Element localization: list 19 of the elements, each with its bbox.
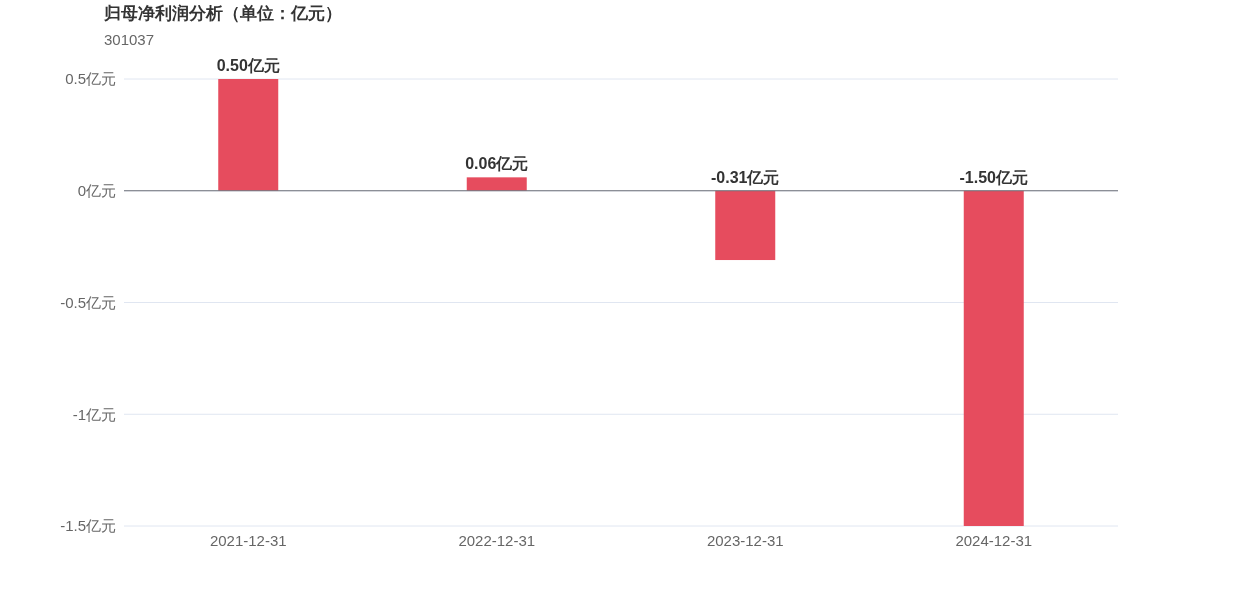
y-tick-label: 0.5亿元 [65,70,116,88]
data-label: 0.50亿元 [216,57,280,74]
x-tick-label: 2022-12-31 [458,532,536,549]
y-tick-label: -0.5亿元 [60,293,116,311]
bar [218,79,279,191]
bar [963,190,1024,526]
data-label: -1.50亿元 [959,168,1028,186]
x-tick-label: 2023-12-31 [706,532,784,549]
y-tick-label: -1亿元 [72,405,116,423]
y-tick-label: 0亿元 [77,182,116,199]
data-label: -0.31亿元 [711,168,780,186]
bar [715,190,776,261]
x-tick-label: 2021-12-31 [209,532,287,549]
chart-title: 归母净利润分析（单位：亿元） [103,4,342,23]
bar [466,177,527,191]
data-label: 0.06亿元 [465,155,529,173]
x-tick-label: 2024-12-31 [955,532,1033,549]
y-tick-label: -1.5亿元 [60,517,116,535]
chart-subtitle: 301037 [104,31,155,48]
